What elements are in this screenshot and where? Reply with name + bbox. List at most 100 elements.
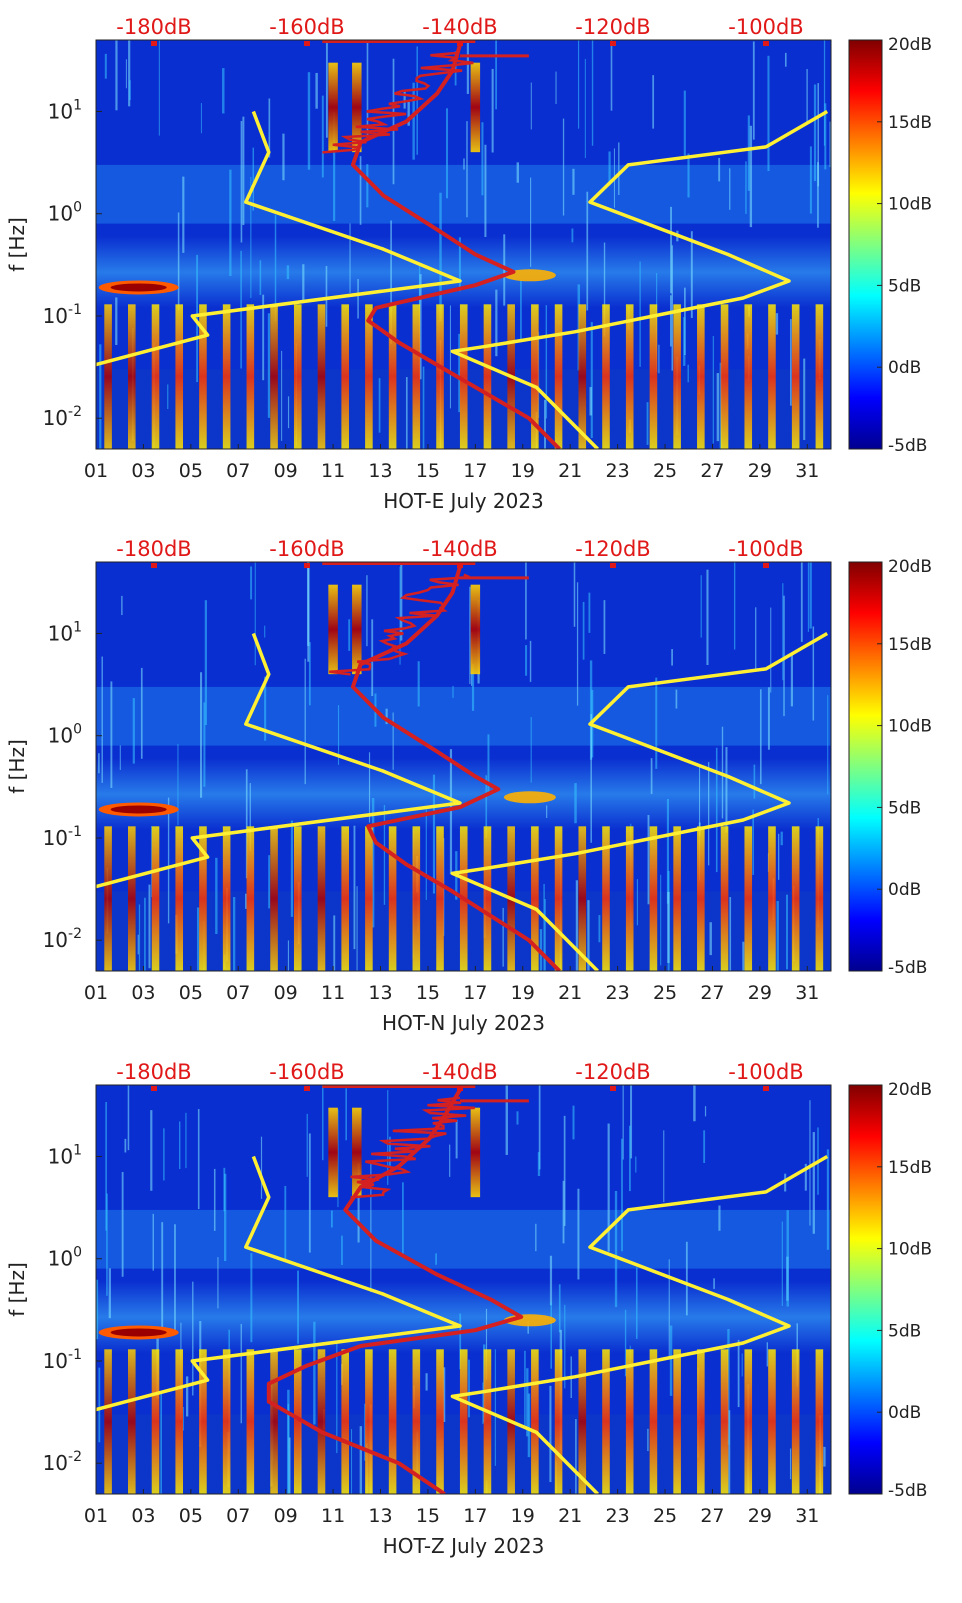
noise-streak	[313, 1321, 316, 1425]
daily-spike	[436, 1349, 444, 1494]
y-axis-label: f [Hz]	[5, 217, 29, 272]
daily-spike	[412, 826, 421, 971]
noise-streak	[349, 223, 351, 293]
noise-streak	[417, 661, 420, 707]
colorbar-label: 5dB	[888, 1321, 921, 1341]
noise-streak	[790, 319, 792, 406]
noise-streak	[555, 71, 557, 104]
noise-streak	[610, 40, 613, 111]
noise-streak	[790, 653, 793, 707]
noise-streak	[572, 1105, 575, 1140]
daily-spike	[388, 304, 397, 449]
y-tick-label: 10-1	[43, 824, 82, 850]
y-tick-label: 101	[48, 619, 82, 645]
noise-streak	[108, 1268, 111, 1319]
y-tick-label: 101	[48, 97, 82, 123]
daily-spike	[602, 826, 610, 971]
noise-streak	[262, 294, 265, 381]
daily-spike	[151, 1349, 160, 1494]
noise-streak	[144, 897, 146, 971]
noise-streak	[399, 566, 401, 665]
noise-streak	[341, 1235, 343, 1266]
noise-streak	[809, 1100, 811, 1226]
noise-streak	[778, 833, 780, 880]
noise-streak	[781, 1221, 783, 1307]
noise-streak	[525, 562, 527, 640]
noise-streak	[647, 814, 650, 905]
noise-streak	[167, 797, 170, 924]
noise-streak	[336, 1343, 338, 1454]
x-tick-label: 07	[226, 460, 250, 482]
noise-streak	[151, 825, 153, 898]
noise-streak	[286, 265, 290, 280]
x-tick-label: 23	[606, 460, 630, 482]
noise-streak	[378, 378, 381, 433]
noise-streak	[321, 95, 324, 178]
noise-streak	[366, 40, 369, 140]
spectrogram	[96, 562, 831, 971]
noise-streak	[516, 162, 519, 183]
noise-streak	[337, 705, 340, 765]
noise-streak	[96, 1279, 99, 1340]
noise-streak	[412, 82, 415, 160]
x-tick-label: 09	[274, 982, 298, 1004]
low-noise-model-curve	[96, 110, 462, 367]
noise-streak	[670, 206, 672, 294]
noise-streak	[359, 156, 362, 225]
noise-streak	[729, 897, 732, 971]
noise-streak	[667, 891, 670, 964]
noise-streak	[572, 168, 575, 195]
noise-streak	[468, 1359, 470, 1418]
noise-streak	[538, 1085, 541, 1170]
noise-streak	[177, 744, 179, 826]
noise-streak	[713, 1278, 715, 1289]
daily-spike	[459, 304, 468, 449]
noise-streak	[716, 373, 720, 442]
colorbar	[848, 1084, 883, 1495]
noise-streak	[491, 68, 494, 153]
noise-streak	[715, 747, 718, 873]
hf-hot-patch	[470, 1107, 481, 1198]
noise-streak	[503, 234, 506, 306]
x-tick-label: 15	[416, 982, 440, 1004]
mid-band	[96, 1209, 831, 1269]
noise-streak	[660, 874, 662, 966]
high-noise-model-curve	[450, 631, 829, 971]
noise-streak	[217, 1257, 219, 1309]
noise-streak	[728, 1410, 731, 1494]
noise-streak	[115, 297, 118, 345]
top-axis-label: -160dB	[269, 15, 344, 39]
daily-spike	[199, 1349, 207, 1494]
noise-streak	[576, 582, 579, 706]
noise-streak	[530, 177, 532, 267]
daily-spike	[720, 304, 729, 449]
noise-streak	[737, 1339, 740, 1408]
noise-streak	[549, 1385, 552, 1483]
noise-streak	[182, 1406, 184, 1431]
noise-streak	[432, 774, 436, 894]
noise-streak	[647, 1428, 649, 1452]
daily-spike	[365, 304, 373, 449]
noise-streak	[752, 809, 754, 875]
noise-streak	[622, 1085, 624, 1160]
noise-streak	[577, 1188, 580, 1280]
noise-streak	[727, 1329, 730, 1445]
noise-streak	[589, 387, 592, 416]
noise-streak	[823, 1446, 826, 1467]
hf-hot-patch	[328, 584, 338, 675]
noise-streak	[174, 1224, 176, 1334]
noise-streak	[284, 1185, 287, 1263]
noise-streak	[101, 656, 103, 783]
noise-streak	[425, 809, 427, 900]
top-axis-label: -100dB	[728, 1060, 803, 1084]
noise-streak	[770, 607, 772, 693]
noise-streak	[485, 1308, 488, 1380]
noise-streak	[392, 58, 395, 185]
noise-streak	[449, 305, 451, 409]
colorbar-label: 10dB	[888, 717, 932, 737]
noise-streak	[658, 344, 660, 374]
noise-streak	[245, 769, 248, 879]
noise-streak	[812, 626, 815, 721]
noise-streak	[543, 883, 545, 971]
